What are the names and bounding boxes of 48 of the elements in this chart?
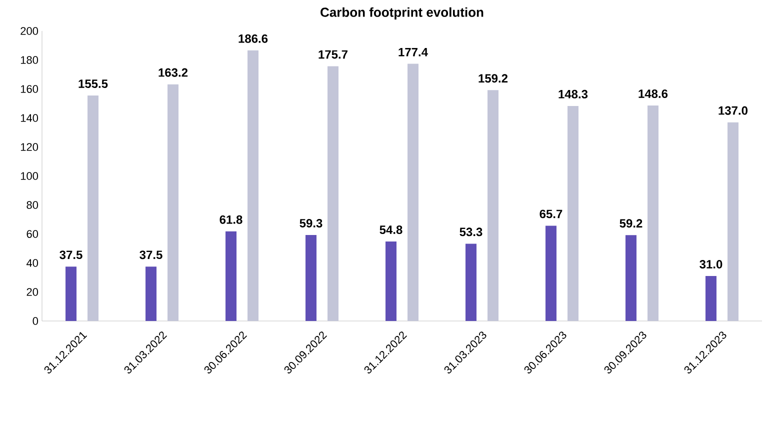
bar	[168, 84, 179, 321]
data-label: 177.4	[398, 48, 428, 56]
y-tick-label: 140	[20, 114, 38, 122]
chart-title: Carbon footprint evolution	[320, 7, 484, 20]
bar	[226, 231, 237, 321]
data-label: 53.3	[460, 228, 482, 236]
bar	[328, 66, 338, 321]
data-label: 175.7	[318, 50, 348, 59]
y-tick-label: 40	[26, 259, 38, 267]
y-tick-label: 200	[20, 27, 38, 35]
bar	[66, 266, 77, 321]
bar	[727, 122, 738, 321]
data-label: 61.8	[220, 215, 242, 224]
data-label: 65.7	[540, 210, 562, 218]
data-label: 186.6	[238, 34, 268, 43]
bar	[647, 106, 658, 321]
y-tick-label: 0	[32, 317, 38, 325]
y-tick-label: 20	[26, 288, 38, 296]
data-label: 137.0	[718, 106, 748, 115]
data-label: 148.3	[558, 90, 588, 98]
bar	[88, 96, 99, 321]
y-tick-label: 60	[26, 230, 38, 238]
bar	[306, 235, 316, 321]
data-label: 155.5	[78, 80, 108, 88]
data-label: 37.5	[60, 250, 82, 260]
bar	[386, 242, 396, 321]
y-tick-label: 120	[20, 143, 38, 151]
y-tick-label: 180	[20, 56, 38, 64]
data-label: 148.6	[638, 90, 668, 98]
bar	[705, 276, 716, 321]
data-label: 163.2	[158, 68, 188, 77]
bar	[146, 266, 157, 321]
bar	[545, 226, 556, 321]
y-tick-label: 80	[26, 201, 38, 209]
data-label: 59.3	[300, 218, 322, 228]
data-label: 31.0	[700, 260, 722, 269]
data-label: 159.2	[478, 74, 508, 83]
bar	[408, 64, 418, 321]
bar	[625, 235, 636, 321]
y-tick-label: 100	[20, 172, 38, 180]
bar	[487, 90, 498, 321]
data-label: 37.5	[140, 250, 162, 260]
data-label: 54.8	[380, 226, 402, 234]
data-label: 59.2	[620, 219, 642, 228]
bar	[465, 244, 476, 321]
bar	[248, 50, 259, 321]
bar	[567, 106, 578, 321]
y-tick-label: 160	[20, 85, 38, 93]
